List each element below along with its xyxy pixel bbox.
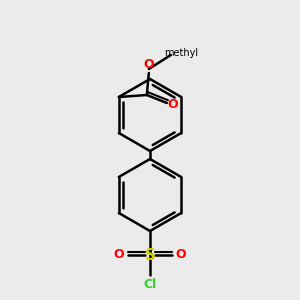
Text: S: S (145, 248, 155, 262)
Text: O: O (176, 248, 186, 262)
Text: O: O (114, 248, 124, 262)
Text: O: O (143, 58, 154, 70)
Text: Cl: Cl (143, 278, 157, 290)
Text: O: O (167, 98, 178, 110)
Text: methyl: methyl (164, 48, 198, 58)
